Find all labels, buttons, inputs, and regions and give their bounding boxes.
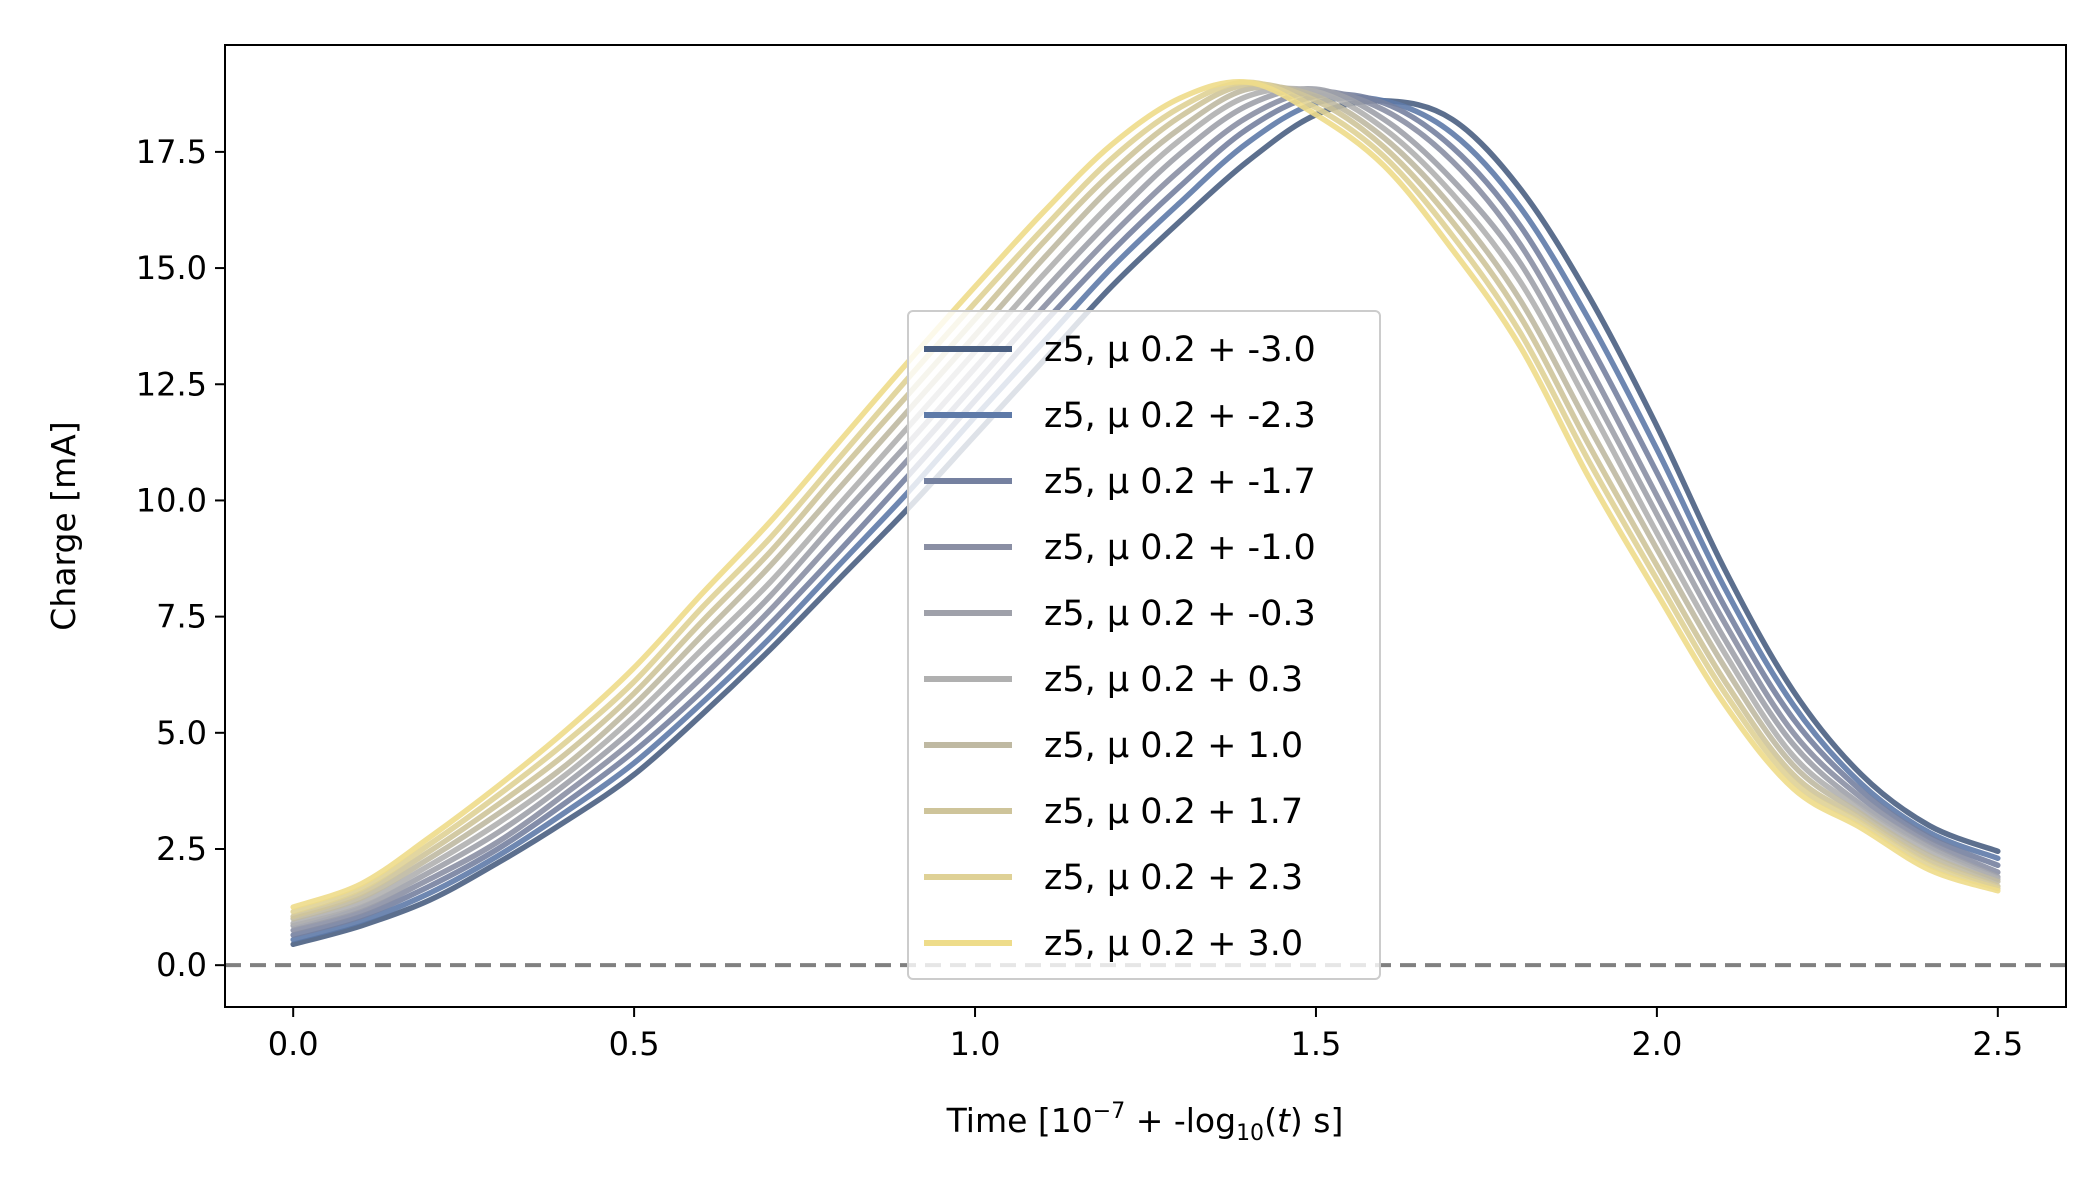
y-tick-label: 10.0 xyxy=(136,481,207,519)
x-axis-label: Time [10−7 + -log10(t) s] xyxy=(946,1099,1344,1146)
series-line-5 xyxy=(290,85,2001,927)
y-tick-label: 12.5 xyxy=(136,365,207,403)
plot-frame xyxy=(224,44,2067,1008)
y-tick-label: 2.5 xyxy=(156,830,207,868)
series-line-7 xyxy=(290,81,2001,920)
y-axis-label: Charge [mA] xyxy=(44,421,83,630)
legend-box xyxy=(907,310,1381,980)
legend-label-8: z5, μ 0.2 + 2.3 xyxy=(1044,858,1303,898)
y-tick-label: 5.0 xyxy=(156,714,207,752)
y-tick-label: 17.5 xyxy=(136,133,207,171)
legend-label-4: z5, μ 0.2 + -0.3 xyxy=(1044,594,1316,634)
y-tick-label: 0.0 xyxy=(156,946,207,984)
legend-label-1: z5, μ 0.2 + -2.3 xyxy=(1044,396,1316,436)
y-tick-label: 15.0 xyxy=(136,249,207,287)
legend-label-0: z5, μ 0.2 + -3.0 xyxy=(1044,330,1316,370)
x-tick-label: 1.5 xyxy=(1291,1025,1342,1063)
x-tick-label: 1.0 xyxy=(950,1025,1001,1063)
legend-label-3: z5, μ 0.2 + -1.0 xyxy=(1044,528,1316,568)
series-layer xyxy=(290,78,2001,948)
series-line-1 xyxy=(290,94,2001,943)
tick-layer: 0.0 0.5 1.0 1.5 2.0 2.5 0.0 2.5 5.0 7.5 10.0 12.5 15… xyxy=(136,133,2024,1063)
series-line-8 xyxy=(290,79,2001,915)
series-line-0 xyxy=(290,97,2001,948)
series-line-4 xyxy=(290,85,2001,929)
x-tick-label: 0.0 xyxy=(268,1025,319,1063)
x-tick-label: 2.5 xyxy=(1972,1025,2023,1063)
legend-label-7: z5, μ 0.2 + 1.7 xyxy=(1044,792,1303,832)
series-line-2 xyxy=(290,91,2001,938)
legend-label-5: z5, μ 0.2 + 0.3 xyxy=(1044,660,1303,700)
x-tick-label: 0.5 xyxy=(609,1025,660,1063)
x-tick-label: 2.0 xyxy=(1631,1025,1682,1063)
series-line-6 xyxy=(290,83,2001,922)
legend-label-6: z5, μ 0.2 + 1.0 xyxy=(1044,726,1303,766)
series-line-3 xyxy=(290,88,2001,934)
legend-label-2: z5, μ 0.2 + -1.7 xyxy=(1044,462,1316,502)
y-tick-label: 7.5 xyxy=(156,598,207,636)
series-line-9 xyxy=(290,78,2001,910)
legend-label-9: z5, μ 0.2 + 3.0 xyxy=(1044,924,1303,964)
legend: z5, μ 0.2 + -3.0 z5, μ 0.2 + -2.3 z5, μ 0.… xyxy=(907,310,1381,980)
